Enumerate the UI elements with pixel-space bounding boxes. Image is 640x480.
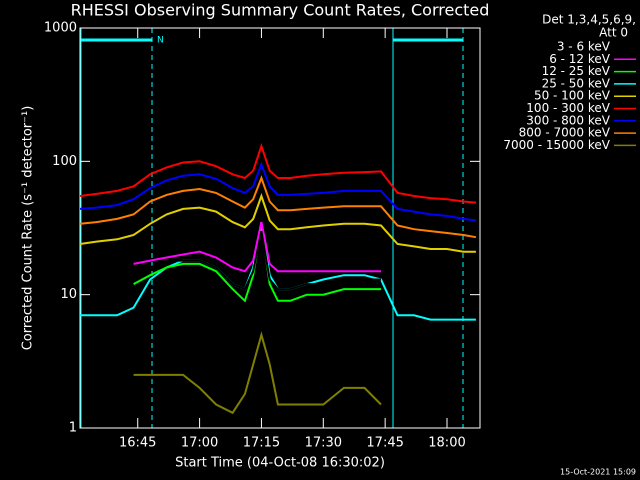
legend-label: 50 - 100 keV — [534, 89, 611, 103]
x-tick-label: 18:00 — [428, 436, 465, 451]
series-line — [79, 175, 477, 239]
x-tick-label: 17:30 — [305, 436, 342, 451]
legend-label: 300 - 800 keV — [526, 113, 610, 127]
legend-header: Att 0 — [599, 26, 628, 40]
y-axis-label: Corrected Count Rate (s⁻¹ detector⁻¹) — [21, 106, 36, 351]
legend-label: 25 - 50 keV — [542, 76, 611, 90]
y-tick-label: 100 — [52, 154, 77, 169]
legend-label: 7000 - 15000 keV — [503, 138, 610, 152]
footer: 15-Oct-2021 15:09 — [560, 468, 636, 477]
legend-label: 800 - 7000 keV — [519, 126, 611, 140]
x-tick-label: 17:00 — [181, 436, 218, 451]
series-line — [133, 331, 382, 415]
chart-title: RHESSI Observing Summary Count Rates, Co… — [71, 1, 490, 20]
x-axis-label: Start Time (04-Oct-08 16:30:02) — [175, 456, 385, 471]
legend-header: Det 1,3,4,5,6,9, — [542, 13, 636, 27]
y-tick-label: 1 — [69, 421, 77, 436]
legend-label: 100 - 300 keV — [526, 101, 610, 115]
legend-label: 3 - 6 keV — [557, 40, 611, 54]
y-tick-label: 1000 — [44, 21, 77, 36]
series-line — [79, 142, 476, 204]
series-line — [133, 230, 381, 291]
indicators: N — [80, 28, 464, 428]
plot-frame — [79, 27, 481, 429]
series-line — [79, 192, 476, 253]
x-tick-label: 16:45 — [119, 436, 156, 451]
legend-label: 6 - 12 keV — [549, 52, 611, 66]
annotation: N — [157, 36, 164, 46]
series-line — [133, 221, 381, 273]
series-line — [79, 161, 477, 222]
y-tick-label: 10 — [60, 287, 77, 302]
legend-label: 12 - 25 keV — [542, 64, 611, 78]
x-tick-label: 17:45 — [366, 436, 403, 451]
x-tick-label: 17:15 — [243, 436, 280, 451]
